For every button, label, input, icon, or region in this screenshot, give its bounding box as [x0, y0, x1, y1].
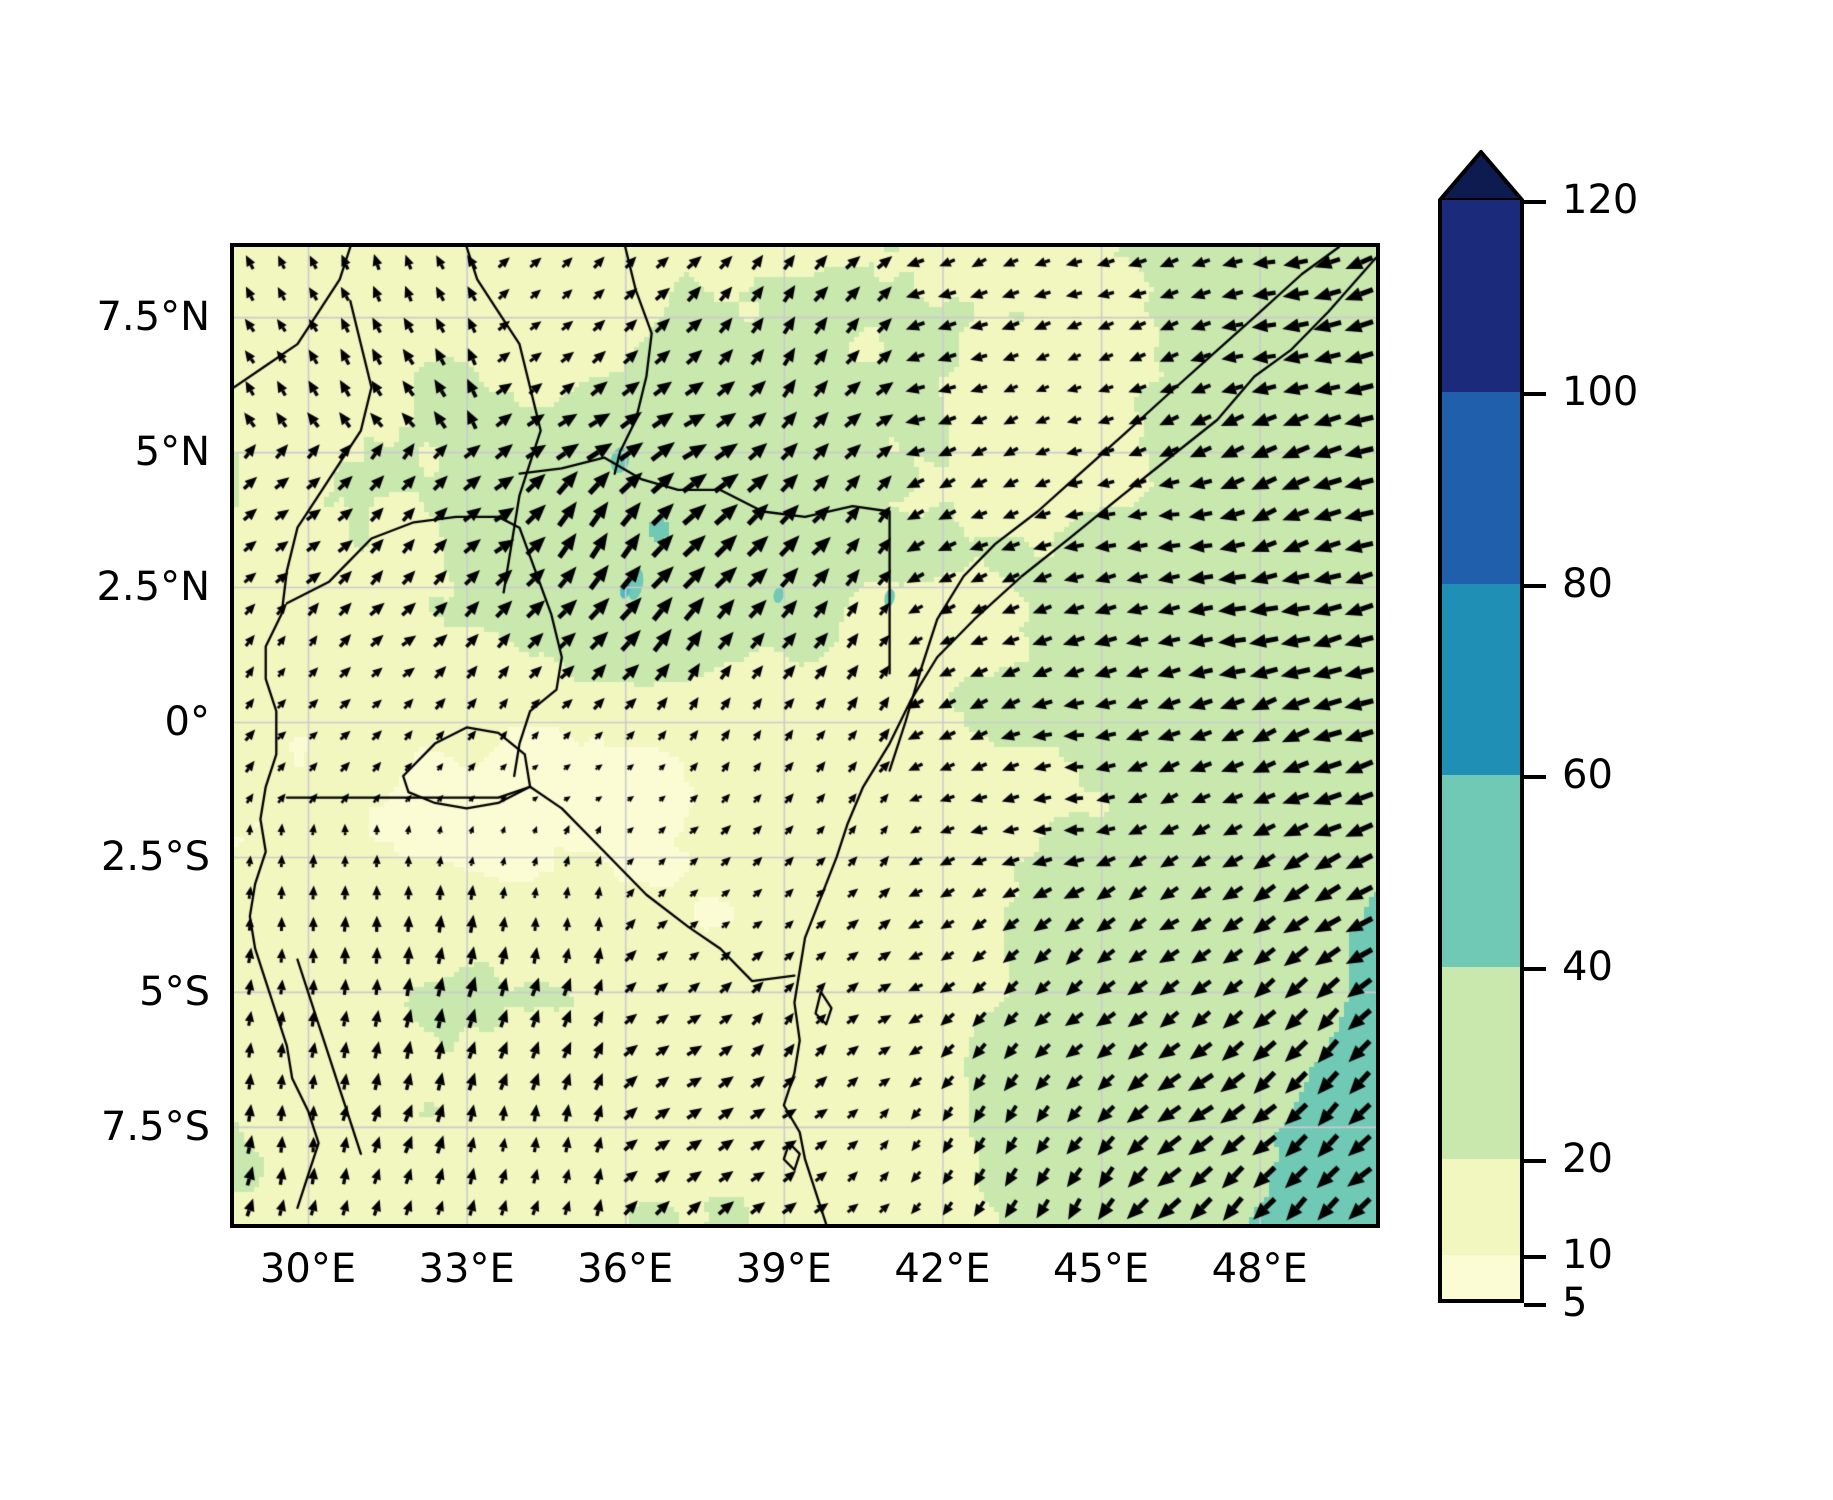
colorbar-extend-arrow-icon [1438, 150, 1524, 202]
colorbar-tick-label: 5 [1562, 1280, 1588, 1326]
colorbar-tick-mark [1524, 1255, 1546, 1260]
x-tick-label: 39°E [735, 1246, 832, 1292]
colorbar-tick-label: 120 [1562, 177, 1639, 223]
y-tick-label: 5°S [139, 968, 210, 1015]
colorbar-tick-label: 100 [1562, 368, 1639, 415]
map-plot-area [230, 243, 1380, 1228]
x-tick-label: 45°E [1052, 1246, 1150, 1292]
colorbar-tick-mark [1524, 1303, 1546, 1307]
colorbar-band [1442, 200, 1520, 392]
colorbar-tick-mark [1524, 200, 1546, 204]
x-tick-label: 36°E [577, 1246, 674, 1292]
colorbar: 120 100 80 60 40 20 10 5 [1438, 150, 1638, 1326]
colorbar-tick-label: 20 [1562, 1136, 1613, 1183]
wind-speed-field [234, 247, 1376, 1224]
y-tick-label: 0° [164, 699, 210, 745]
colorbar-tick-mark [1524, 583, 1546, 588]
colorbar-band [1442, 967, 1520, 1160]
colorbar-gradient [1438, 200, 1524, 1303]
y-tick-label: 2.5°N [96, 564, 210, 611]
y-tick-label: 7.5°S [100, 1103, 210, 1150]
x-tick-label: 48°E [1211, 1246, 1308, 1292]
colorbar-band [1442, 391, 1520, 584]
colorbar-band [1442, 775, 1520, 968]
colorbar-tick-label: 60 [1562, 752, 1613, 799]
colorbar-tick-mark [1524, 967, 1546, 972]
x-tick-label: 42°E [894, 1246, 991, 1292]
colorbar-tick-label: 40 [1562, 944, 1613, 991]
y-tick-label: 7.5°N [96, 294, 210, 341]
colorbar-tick-mark [1524, 391, 1546, 396]
colorbar-band [1442, 583, 1520, 776]
x-tick-label: 33°E [418, 1246, 515, 1292]
colorbar-band [1442, 1255, 1520, 1299]
colorbar-tick-mark [1524, 775, 1546, 780]
colorbar-band [1442, 1159, 1520, 1256]
y-tick-label: 5°N [134, 429, 210, 476]
colorbar-tick-mark [1524, 1159, 1546, 1164]
y-tick-label: 2.5°S [100, 833, 210, 880]
colorbar-tick-label: 10 [1562, 1232, 1613, 1279]
x-tick-label: 30°E [259, 1246, 357, 1292]
colorbar-tick-label: 80 [1562, 560, 1613, 607]
